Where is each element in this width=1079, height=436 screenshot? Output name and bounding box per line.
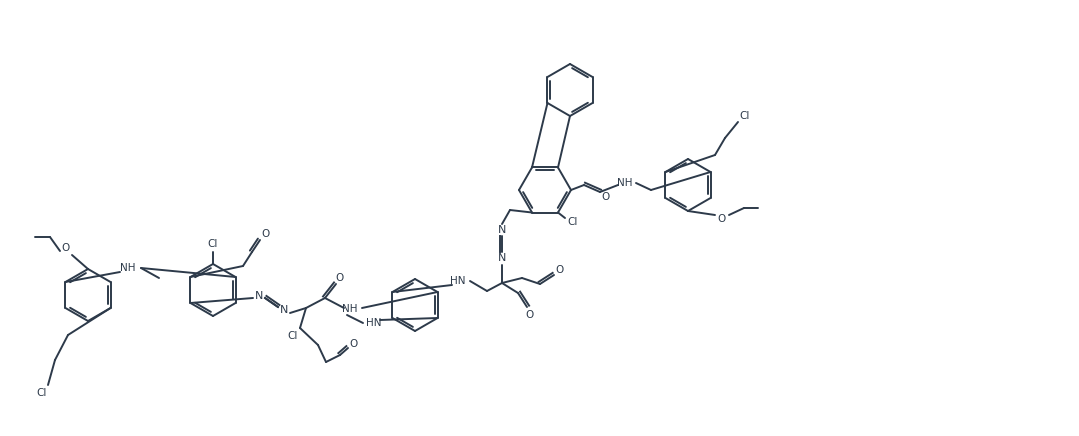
Text: Cl: Cl — [208, 239, 218, 249]
Text: N: N — [497, 225, 506, 235]
Text: N: N — [279, 305, 288, 315]
Text: Cl: Cl — [568, 217, 578, 227]
Text: HN: HN — [450, 276, 466, 286]
Text: O: O — [60, 243, 69, 253]
Text: O: O — [718, 214, 726, 224]
Text: HN: HN — [366, 318, 382, 328]
Text: NH: NH — [120, 263, 136, 273]
Text: Cl: Cl — [740, 111, 750, 121]
Text: O: O — [350, 339, 358, 349]
Text: O: O — [262, 229, 270, 239]
Text: O: O — [336, 273, 344, 283]
Text: NH: NH — [617, 178, 632, 188]
Text: Cl: Cl — [37, 388, 47, 398]
Text: O: O — [556, 265, 564, 275]
Text: NH: NH — [342, 304, 358, 314]
Text: Cl: Cl — [288, 331, 298, 341]
Text: N: N — [255, 291, 263, 301]
Text: O: O — [601, 192, 610, 202]
Text: N: N — [497, 253, 506, 263]
Text: O: O — [525, 310, 534, 320]
